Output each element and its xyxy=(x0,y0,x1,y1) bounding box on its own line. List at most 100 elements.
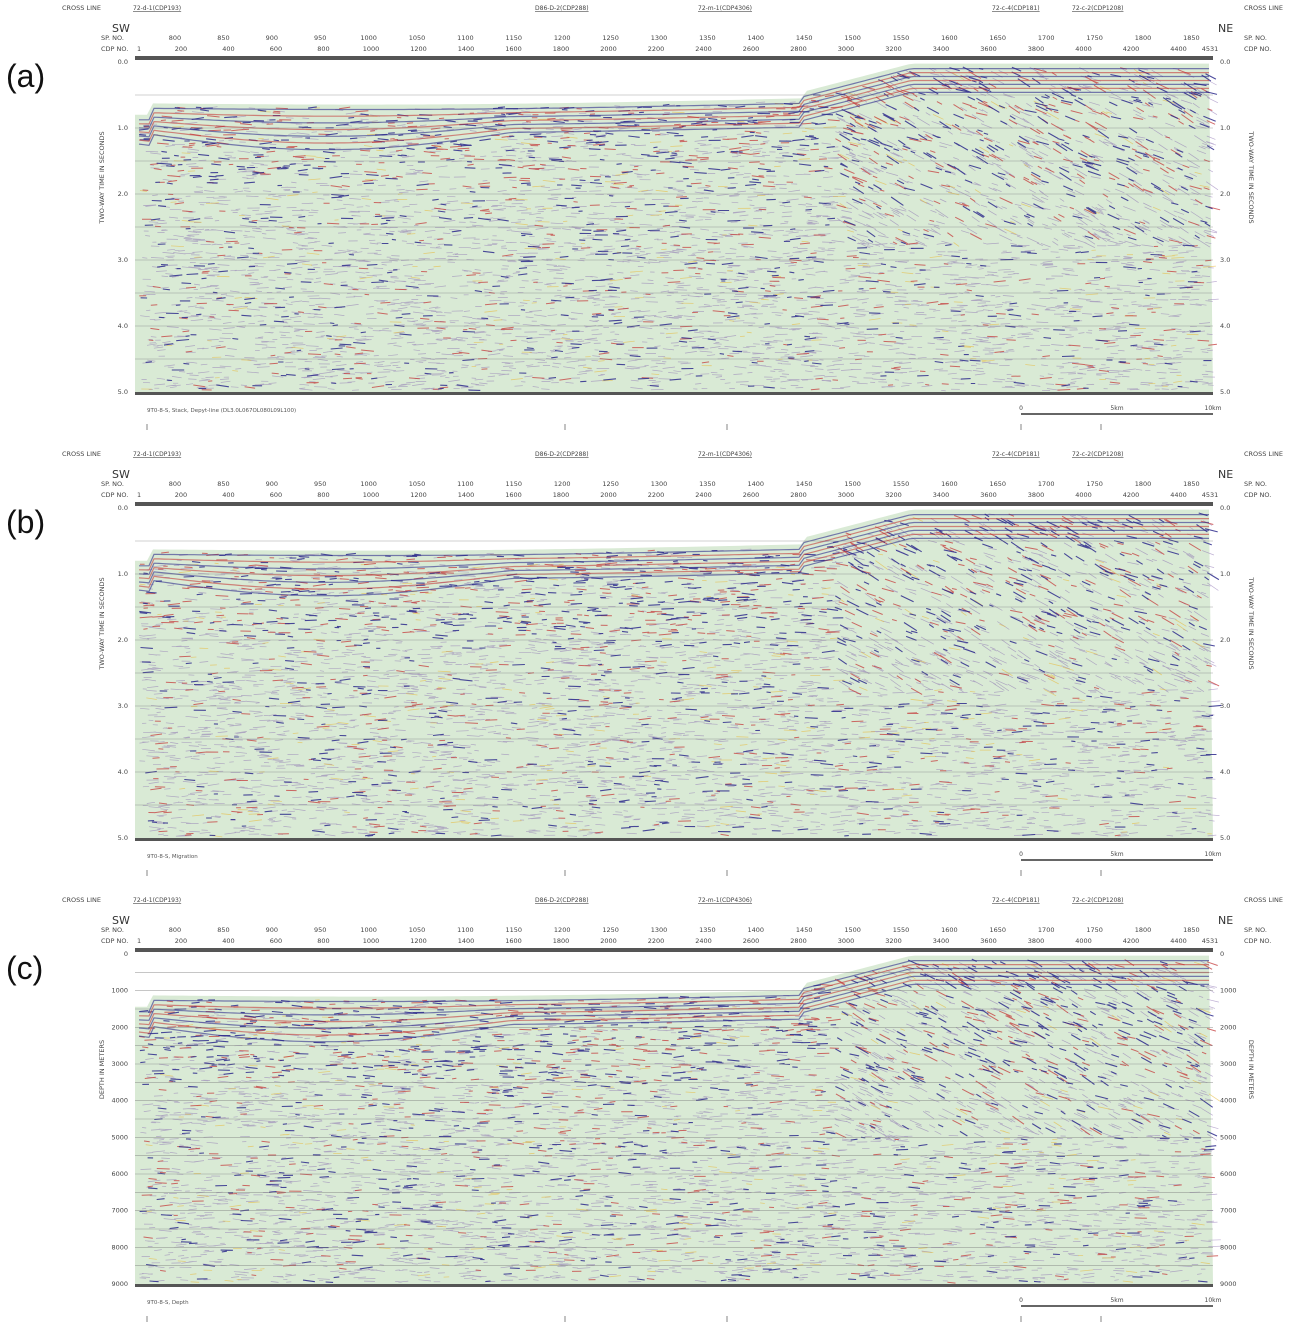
cross-line-tie: 72-c-4(CDP181) xyxy=(992,5,1040,12)
sp-tick-label: 1750 xyxy=(1086,480,1103,488)
sp-no-label-left: SP. NO. xyxy=(101,926,124,934)
y-axis-title-right: DEPTH IN METERS xyxy=(1247,1040,1255,1099)
cdp-tick-label: 600 xyxy=(270,45,282,53)
sp-tick-label: 800 xyxy=(169,480,181,488)
sp-tick-label: 900 xyxy=(266,480,278,488)
cdp-tick-label: 2400 xyxy=(695,491,712,499)
y-tick-label-left: 9000 xyxy=(111,1280,128,1288)
scale-bar-start: 0 xyxy=(1019,1297,1023,1304)
cross-line-tie: 72-c-2(CDP1208) xyxy=(1072,5,1123,12)
y-tick-label-right: 4.0 xyxy=(1220,322,1230,330)
cdp-tick-label: 2200 xyxy=(648,45,665,53)
y-tick-label-right: 2000 xyxy=(1220,1023,1237,1031)
sp-tick-label: 1750 xyxy=(1086,34,1103,42)
panel-2: (c) CROSS LINE CROSS LINE SP. NO. CDP NO. SP.… xyxy=(0,892,1293,1332)
cdp-tick-label: 3000 xyxy=(838,45,855,53)
cross-line-tie: D86-D-2(CDP288) xyxy=(535,897,589,904)
y-tick-label-right: 0.0 xyxy=(1220,58,1230,66)
y-axis-title-right: TWO-WAY TIME IN SECONDS xyxy=(1247,576,1255,669)
cdp-first-label: 1 xyxy=(137,937,141,945)
panel-caption: 9T0-8-S, Migration xyxy=(147,854,198,860)
cdp-tick-label: 1400 xyxy=(458,491,475,499)
seismic-section: CROSS LINE CROSS LINESP. NO.CDP NO.SP. NO… xyxy=(0,446,1293,886)
y-tick-label-left: 5.0 xyxy=(118,834,128,842)
sp-tick-label: 1450 xyxy=(796,34,813,42)
cdp-last-label: 4531 xyxy=(1202,937,1219,945)
cross-line-tie: 72-d-1(CDP193) xyxy=(133,897,181,904)
sp-tick-label: 950 xyxy=(314,34,326,42)
scale-bar-start: 0 xyxy=(1019,405,1023,412)
sp-tick-label: 1100 xyxy=(457,926,474,934)
cross-line-label-right: CROSS LINE xyxy=(1244,450,1283,458)
sp-no-label-left: SP. NO. xyxy=(101,480,124,488)
sp-tick-label: 950 xyxy=(314,926,326,934)
cdp-no-label-right: CDP NO. xyxy=(1244,45,1271,53)
y-tick-label-left: 2.0 xyxy=(118,190,128,198)
cdp-last-label: 4531 xyxy=(1202,45,1219,53)
cdp-tick-label: 200 xyxy=(175,45,187,53)
y-tick-label-right: 1000 xyxy=(1220,987,1237,995)
cdp-tick-label: 4200 xyxy=(1123,491,1140,499)
y-tick-label-left: 4.0 xyxy=(118,768,128,776)
sp-tick-label: 1450 xyxy=(796,926,813,934)
y-tick-label-left: 0.0 xyxy=(118,504,128,512)
y-tick-label-left: 1.0 xyxy=(118,570,128,578)
cdp-tick-label: 800 xyxy=(317,45,329,53)
cdp-tick-label: 200 xyxy=(175,937,187,945)
cdp-tick-label: 4400 xyxy=(1170,491,1187,499)
cdp-tick-label: 1600 xyxy=(505,491,522,499)
sp-tick-label: 1800 xyxy=(1135,480,1152,488)
sp-tick-label: 1000 xyxy=(360,34,377,42)
y-tick-label-right: 3000 xyxy=(1220,1060,1237,1068)
sp-no-label-right: SP. NO. xyxy=(1244,480,1267,488)
cdp-tick-label: 1200 xyxy=(410,45,427,53)
y-tick-label-right: 2.0 xyxy=(1220,190,1230,198)
y-axis-title-right: TWO-WAY TIME IN SECONDS xyxy=(1247,130,1255,223)
sp-tick-label: 1400 xyxy=(748,480,765,488)
seismic-section: CROSS LINE CROSS LINESP. NO.CDP NO.SP. NO… xyxy=(0,892,1293,1332)
cdp-tick-label: 3800 xyxy=(1028,45,1045,53)
y-tick-label-right: 2.0 xyxy=(1220,636,1230,644)
y-tick-label-right: 5.0 xyxy=(1220,834,1230,842)
y-tick-label-left: 8000 xyxy=(111,1243,128,1251)
cross-line-label-right: CROSS LINE xyxy=(1244,4,1283,12)
cdp-tick-label: 4200 xyxy=(1123,45,1140,53)
cdp-tick-label: 1800 xyxy=(553,45,570,53)
cross-line-label-left: CROSS LINE xyxy=(62,450,101,458)
cross-line-tie: 72-m-1(CDP4306) xyxy=(698,5,752,12)
cross-line-tie: 72-c-2(CDP1208) xyxy=(1072,451,1123,458)
y-tick-label-right: 0.0 xyxy=(1220,504,1230,512)
y-tick-label-left: 4.0 xyxy=(118,322,128,330)
sp-tick-label: 1200 xyxy=(554,480,571,488)
bottom-axis-line xyxy=(135,838,1213,841)
panel-1: (b) CROSS LINE CROSS LINE SP. NO. CDP NO. SP.… xyxy=(0,446,1293,886)
y-tick-label-left: 3000 xyxy=(111,1060,128,1068)
y-tick-label-left: 7000 xyxy=(111,1207,128,1215)
ne-label: NE xyxy=(1218,468,1233,481)
cdp-tick-label: 800 xyxy=(317,937,329,945)
sp-no-label-right: SP. NO. xyxy=(1244,34,1267,42)
cdp-no-label-left: CDP NO. xyxy=(101,45,128,53)
cdp-tick-label: 400 xyxy=(222,491,234,499)
y-tick-label-left: 2.0 xyxy=(118,636,128,644)
ne-label: NE xyxy=(1218,22,1233,35)
cdp-tick-label: 4000 xyxy=(1075,45,1092,53)
scale-bar-end: 10km xyxy=(1205,405,1222,412)
scale-bar-start: 0 xyxy=(1019,851,1023,858)
cdp-tick-label: 3400 xyxy=(933,45,950,53)
sp-no-label-left: SP. NO. xyxy=(101,34,124,42)
cdp-tick-label: 1600 xyxy=(505,45,522,53)
sp-tick-label: 1050 xyxy=(409,34,426,42)
sp-tick-label: 1650 xyxy=(990,34,1007,42)
sp-tick-label: 1250 xyxy=(602,34,619,42)
cross-line-tie: 72-c-4(CDP181) xyxy=(992,451,1040,458)
sp-tick-label: 1550 xyxy=(893,480,910,488)
cdp-tick-label: 2600 xyxy=(743,45,760,53)
sp-tick-label: 1550 xyxy=(893,34,910,42)
y-axis-title-left: TWO-WAY TIME IN SECONDS xyxy=(98,131,106,224)
scale-bar-mid: 5km xyxy=(1110,851,1123,858)
cdp-tick-label: 2000 xyxy=(600,45,617,53)
y-tick-label-left: 4000 xyxy=(111,1097,128,1105)
sp-tick-label: 1150 xyxy=(506,926,523,934)
sw-label: SW xyxy=(112,914,130,927)
